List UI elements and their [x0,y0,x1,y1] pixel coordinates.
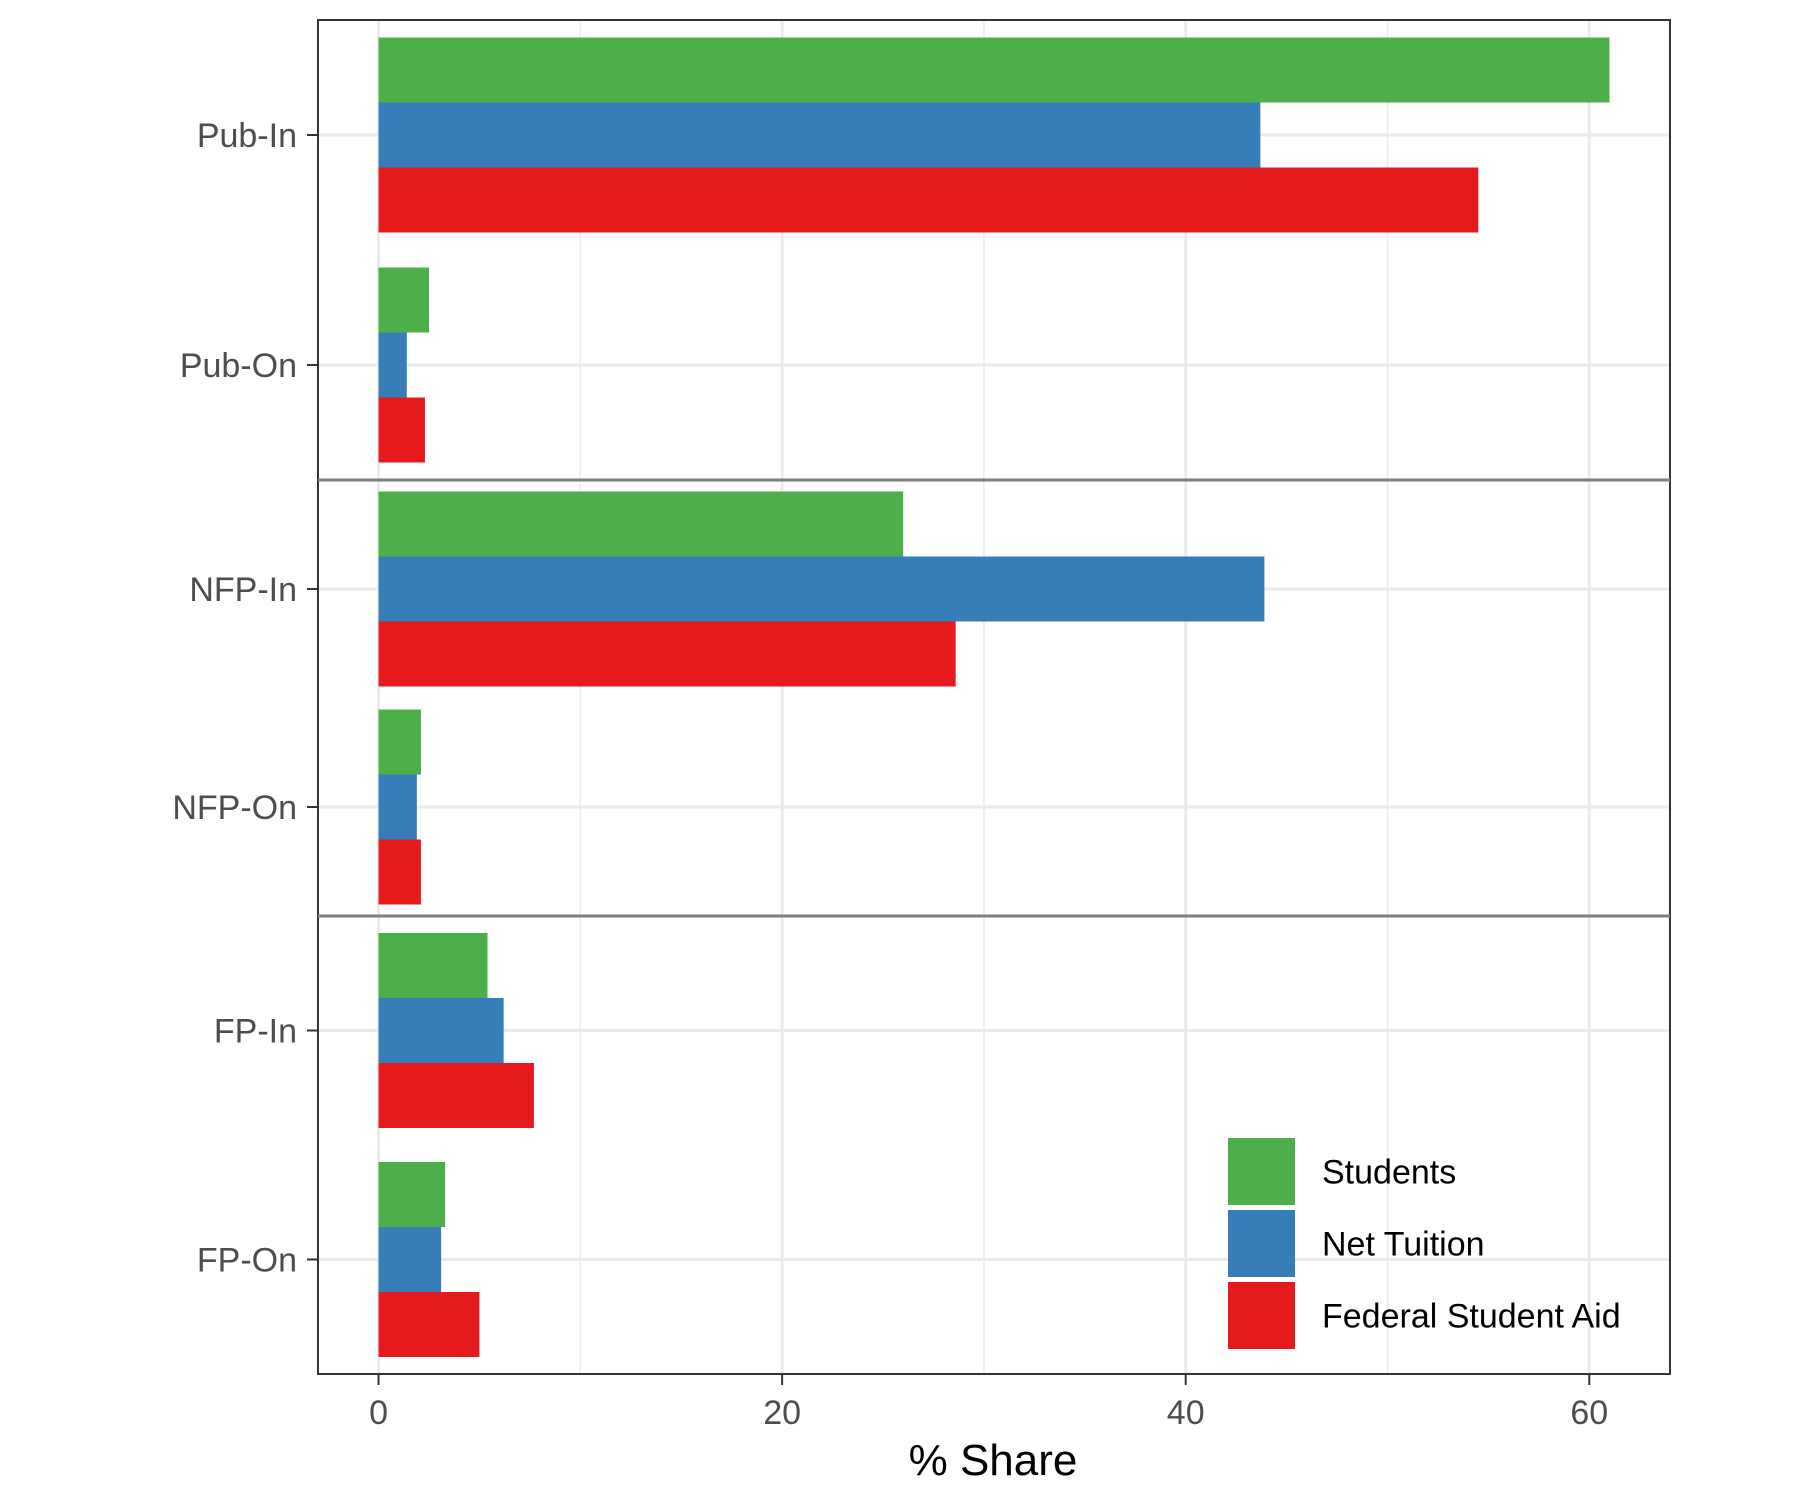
bar-fp-on-students [378,1162,446,1227]
y-axis: Pub-In Pub-On NFP-In NFP-On FP-In FP-On [172,117,318,1280]
bar-fp-in-students [378,933,488,998]
legend-label: Students [1322,1154,1456,1192]
legend-key [1228,1210,1295,1277]
legend-label: Federal Student Aid [1322,1298,1621,1336]
bar-pub-in-federal-student-aid [378,167,1479,233]
legend-key [1228,1282,1295,1349]
x-tick-label: 60 [1570,1394,1608,1432]
y-tick-label: FP-On [197,1242,297,1280]
bar-fp-in-net-tuition [378,998,504,1063]
y-tick-label: NFP-On [172,789,297,827]
bar-pub-on-students [378,267,429,333]
bars [378,37,1610,1357]
x-tick-label: 0 [369,1394,388,1432]
y-tick-label: FP-In [214,1013,297,1051]
bar-fp-in-federal-student-aid [378,1063,534,1128]
x-tick-label: 40 [1167,1394,1205,1432]
bar-nfp-on-students [378,709,421,775]
bar-nfp-in-students [378,491,904,557]
bar-fp-on-federal-student-aid [378,1292,480,1357]
bar-pub-in-students [378,37,1610,103]
bar-pub-on-federal-student-aid [378,397,425,463]
x-axis-title: % Share [909,1436,1078,1485]
y-tick-label: Pub-On [180,347,297,385]
bar-fp-on-net-tuition [378,1227,442,1292]
bar-nfp-in-net-tuition [378,556,1265,622]
y-tick-label: NFP-In [189,571,297,609]
bar-nfp-in-federal-student-aid [378,621,956,687]
bar-nfp-on-federal-student-aid [378,839,421,905]
x-tick-label: 20 [763,1394,801,1432]
legend-key [1228,1138,1295,1205]
bar-nfp-on-net-tuition [378,774,417,840]
legend-label: Net Tuition [1322,1226,1485,1264]
y-tick-label: Pub-In [197,117,297,155]
plot-frame [317,19,1671,1375]
bar-pub-on-net-tuition [378,332,407,398]
bar-pub-in-net-tuition [378,102,1261,168]
legend: Students Net Tuition Federal Student Aid [1228,1138,1621,1349]
x-axis: 0 20 40 60 [369,1374,1608,1432]
